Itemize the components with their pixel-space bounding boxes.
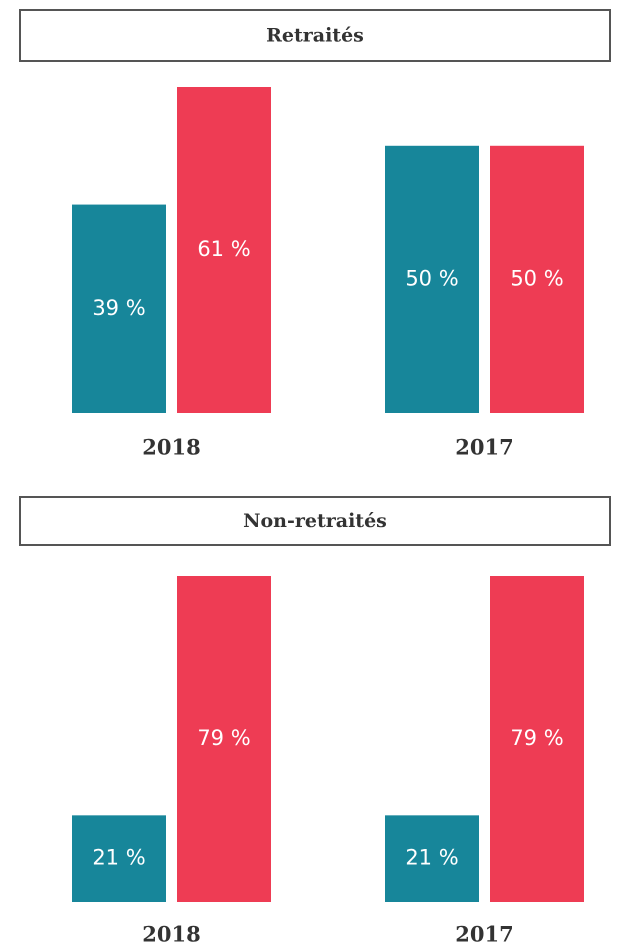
value-label: 39 % <box>92 296 145 320</box>
value-label: 21 % <box>405 846 458 870</box>
bar <box>490 145 584 414</box>
bar <box>72 815 166 902</box>
chart-title: Retraités <box>266 25 364 47</box>
bar <box>72 204 166 413</box>
title-box <box>19 496 611 546</box>
chart-title: Non-retraités <box>243 510 387 532</box>
bar <box>385 145 479 414</box>
category-label: 2018 <box>142 435 200 460</box>
value-label: 50 % <box>405 266 458 290</box>
value-label: 79 % <box>510 726 563 750</box>
title-box <box>19 9 611 62</box>
value-label: 50 % <box>510 266 563 290</box>
bar <box>385 815 479 902</box>
value-label: 21 % <box>92 846 145 870</box>
bar <box>177 576 271 902</box>
bar <box>177 87 271 413</box>
value-label: 79 % <box>197 726 250 750</box>
category-label: 2018 <box>142 922 200 944</box>
bar <box>490 576 584 902</box>
category-label: 2017 <box>455 435 513 460</box>
category-label: 2017 <box>455 922 513 944</box>
value-label: 61 % <box>197 237 250 261</box>
